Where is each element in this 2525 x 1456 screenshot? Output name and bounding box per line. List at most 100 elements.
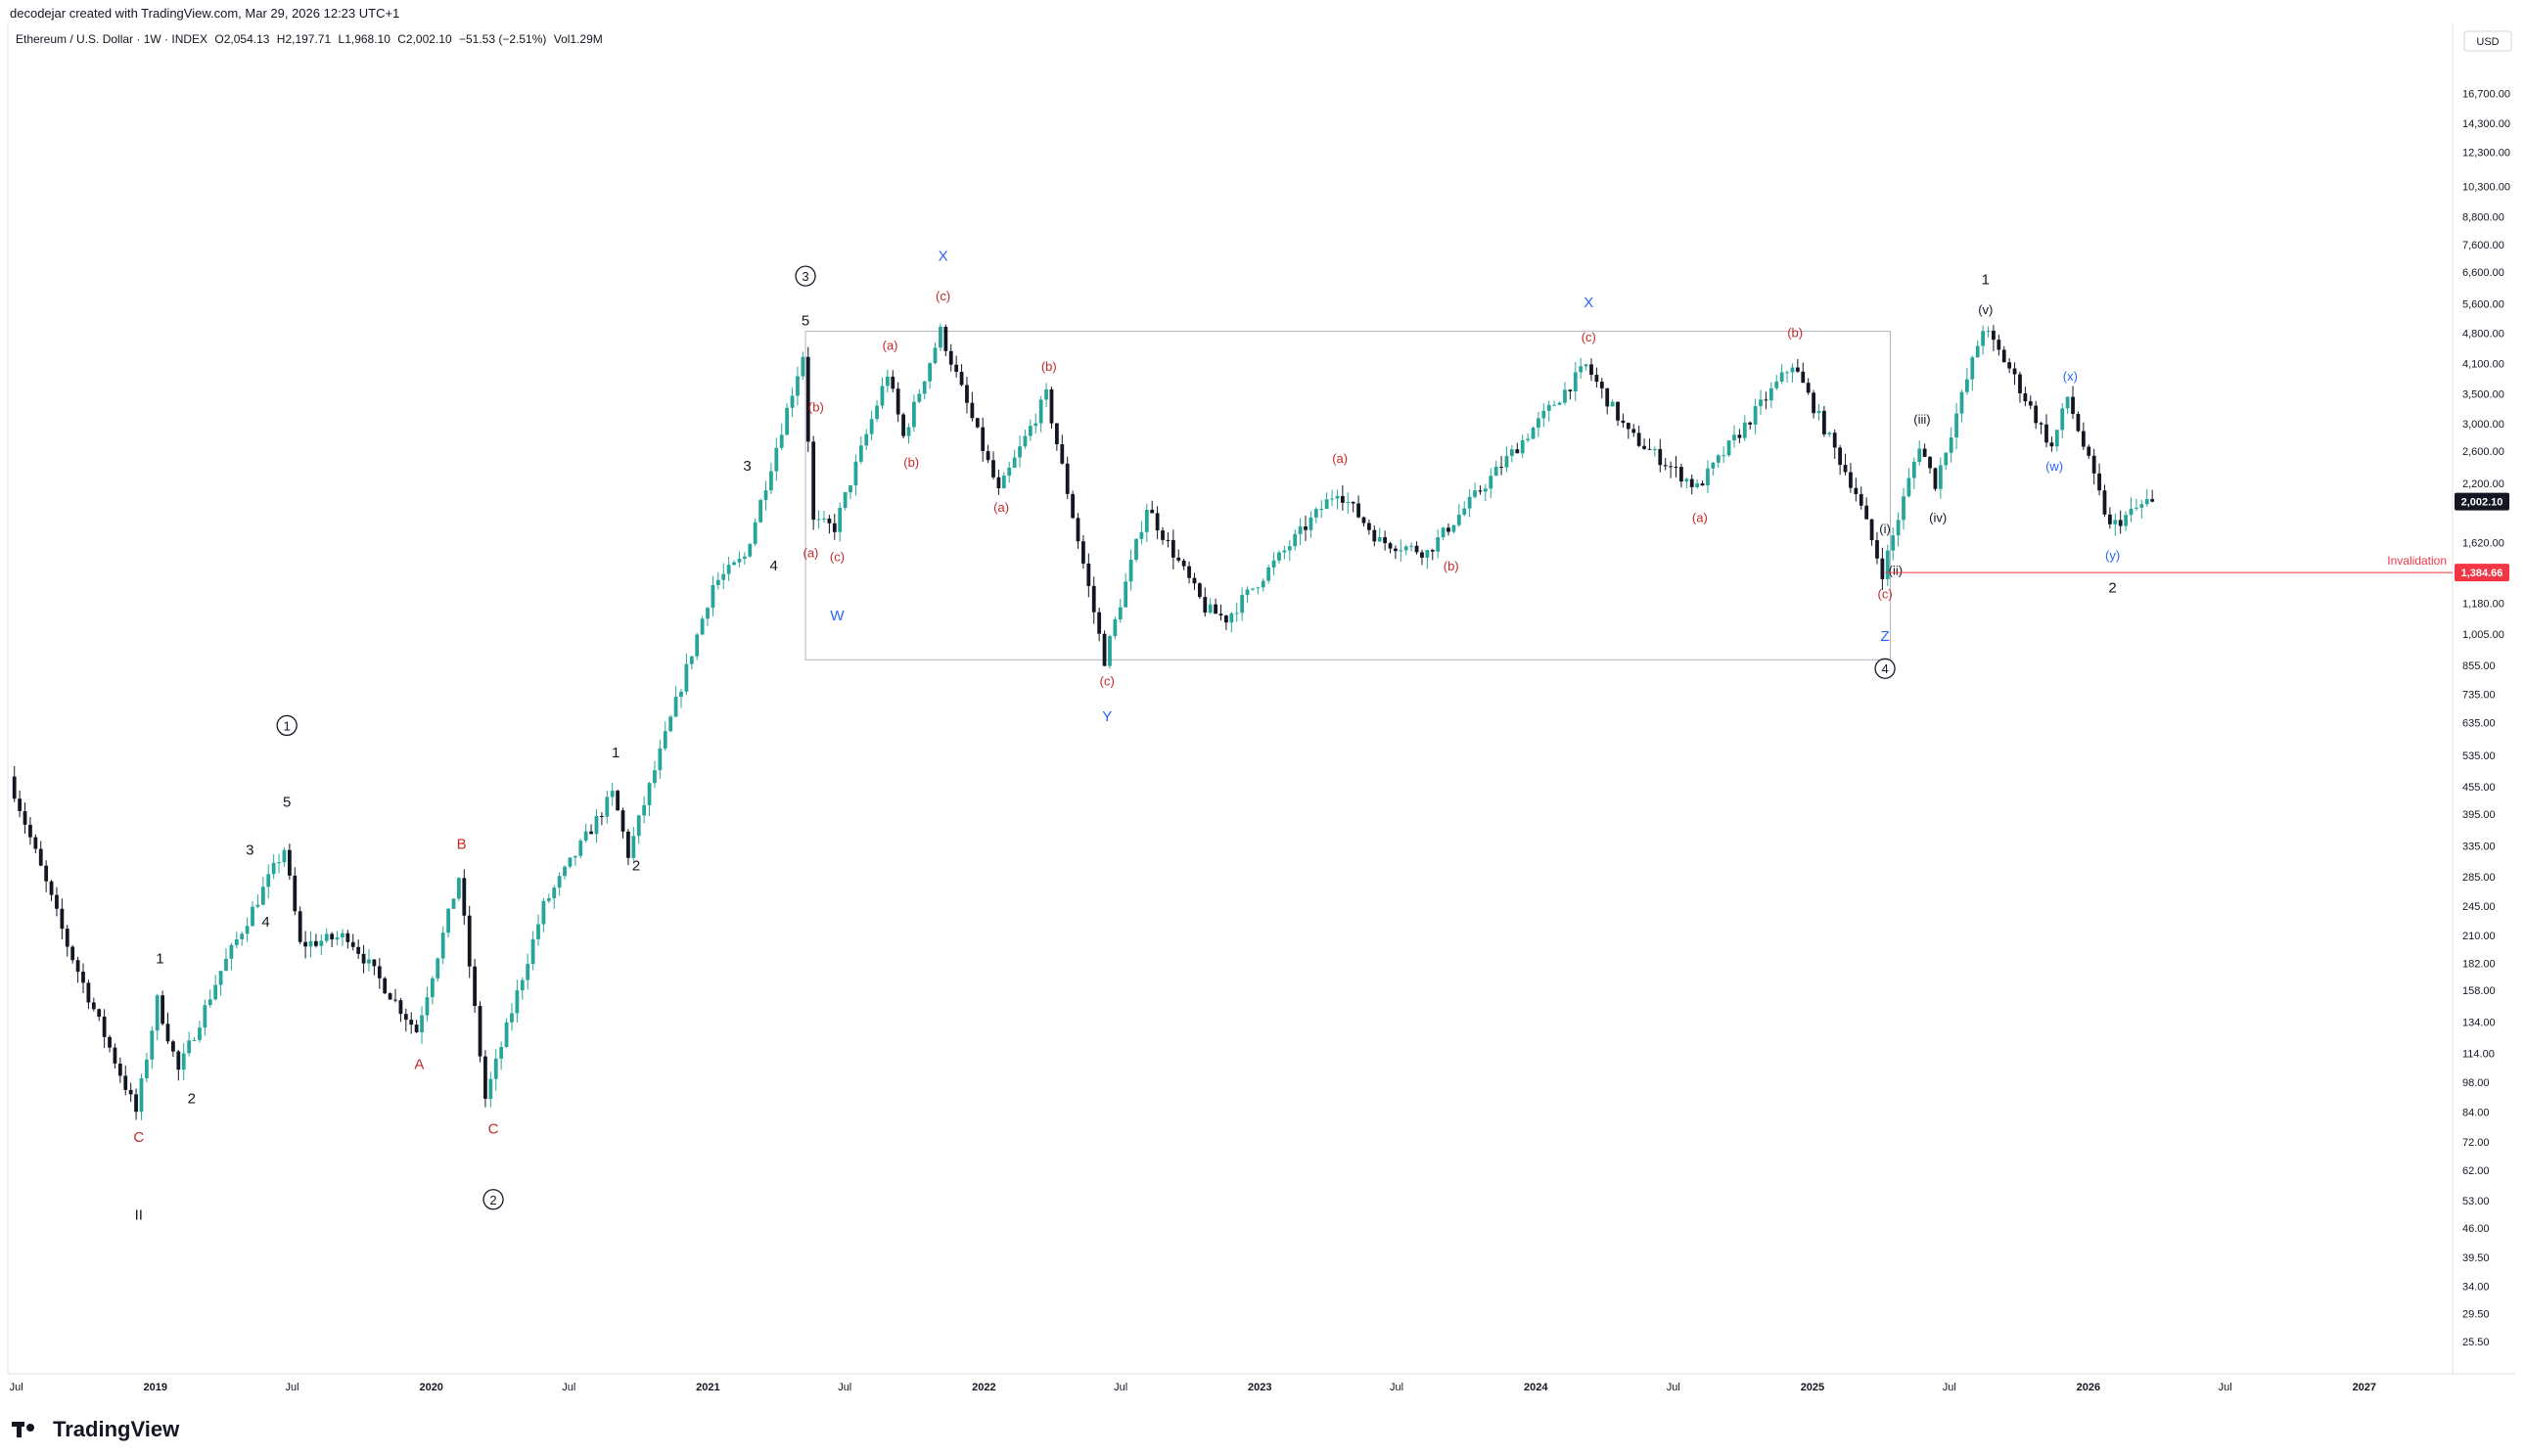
time-tick-label: 2022 (972, 1382, 995, 1393)
candle (939, 323, 942, 351)
created-by-line: decodejar created with TradingView.com, … (10, 6, 400, 21)
candle-body (811, 441, 816, 521)
candle (721, 563, 726, 590)
price-tick-label: 395.00 (2462, 809, 2496, 821)
candle (1076, 513, 1080, 549)
candle (1610, 399, 1615, 407)
candle-body (1335, 495, 1340, 499)
candle-body (165, 1024, 170, 1042)
candle-body (1462, 508, 1467, 516)
candle-body (1171, 539, 1175, 558)
candle-body (880, 386, 885, 406)
wave-label-text: 1 (612, 745, 620, 761)
candle (229, 942, 234, 971)
candle-body (1187, 566, 1191, 578)
candle (536, 914, 540, 946)
candle (912, 394, 916, 432)
candle (578, 839, 583, 859)
time-tick-label: 2026 (2077, 1382, 2100, 1393)
wave-label: (x) (2063, 369, 2078, 384)
tradingview-logo[interactable]: TradingView (12, 1417, 179, 1442)
wave-label-text: C (488, 1121, 499, 1138)
candle-body (1065, 463, 1070, 494)
wave-label-text: W (830, 608, 845, 624)
candle-body (673, 697, 678, 717)
candle-body (150, 1030, 155, 1060)
candle (150, 1025, 155, 1069)
candle-body (2097, 473, 2101, 491)
candle-body (1256, 587, 1261, 589)
candle-body (393, 999, 397, 1001)
candle (1197, 582, 1202, 600)
candle (128, 1082, 133, 1103)
candle (1515, 442, 1520, 454)
wave-label-circle (795, 265, 816, 287)
candle (1531, 426, 1536, 439)
candle (1986, 326, 1991, 338)
candle (1065, 456, 1070, 499)
candle (1346, 492, 1351, 514)
candle (1509, 444, 1514, 463)
candle (1801, 362, 1806, 384)
candle (462, 869, 467, 925)
symbol-legend: Ethereum / U.S. Dollar · 1W · INDEX O2,0… (16, 32, 607, 46)
candle (2028, 395, 2033, 410)
invalidation-price-badge (2455, 564, 2509, 582)
candle (2071, 386, 2075, 420)
candle-body (2012, 368, 2017, 375)
candle-body (341, 933, 344, 938)
candle (245, 917, 250, 942)
candle-body (1229, 613, 1234, 623)
wave-label-text: 5 (802, 313, 809, 330)
candle (1261, 578, 1265, 592)
candle (1451, 524, 1456, 534)
candle (255, 894, 260, 909)
candle (1081, 534, 1085, 569)
candle-body (578, 841, 583, 856)
candle-body (959, 372, 964, 386)
candle-body (1304, 525, 1308, 530)
candle (726, 557, 731, 581)
candle-body (97, 1009, 102, 1017)
currency-badge[interactable] (2463, 30, 2512, 52)
candle-body (1875, 540, 1879, 559)
candle-body (895, 388, 900, 415)
candle (1277, 550, 1281, 565)
candle (504, 1018, 509, 1048)
candle-body (356, 946, 361, 954)
candle-body (1128, 560, 1133, 582)
candle-body (1403, 546, 1408, 551)
candle-body (981, 427, 986, 451)
candle (2129, 497, 2134, 523)
candle (715, 571, 720, 590)
candle-body (838, 508, 843, 532)
price-tick-label: 8,800.00 (2462, 211, 2504, 223)
candle (1822, 405, 1826, 437)
candle (367, 949, 371, 972)
candle (1997, 334, 2001, 356)
candle (213, 975, 218, 1001)
candle (65, 925, 69, 957)
candle (1420, 549, 1424, 566)
candle (1859, 486, 1863, 510)
candle-body (33, 837, 38, 849)
candle (70, 944, 75, 964)
wave-label-text: 4 (261, 914, 269, 931)
candle (996, 469, 1001, 495)
candle-body (23, 810, 27, 825)
circled-wave-label: 4 (1874, 658, 1896, 679)
wave-label-text: (a) (993, 500, 1009, 515)
wave-label: X (939, 248, 948, 264)
candle-body (128, 1089, 133, 1095)
candle (933, 342, 938, 365)
candle (1891, 527, 1896, 561)
candle-body (409, 1020, 414, 1025)
candle (2102, 484, 2107, 518)
candle (801, 351, 805, 381)
time-tick-label: Jul (1667, 1382, 1680, 1393)
candle (117, 1057, 122, 1083)
candle-body (414, 1024, 419, 1033)
candle (1573, 362, 1578, 401)
candle-body (1139, 531, 1144, 539)
